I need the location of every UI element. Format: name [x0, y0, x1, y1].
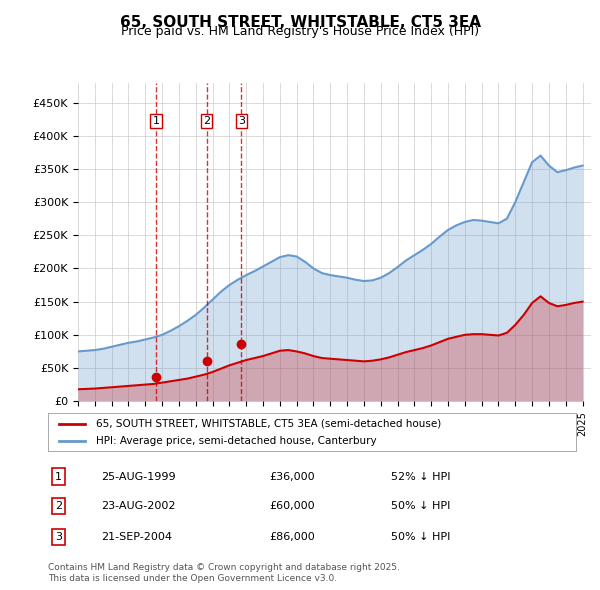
Text: 2: 2 — [203, 116, 210, 126]
Text: 21-SEP-2004: 21-SEP-2004 — [101, 532, 172, 542]
Text: 23-AUG-2002: 23-AUG-2002 — [101, 501, 175, 511]
Text: 65, SOUTH STREET, WHITSTABLE, CT5 3EA (semi-detached house): 65, SOUTH STREET, WHITSTABLE, CT5 3EA (s… — [95, 419, 441, 429]
Text: HPI: Average price, semi-detached house, Canterbury: HPI: Average price, semi-detached house,… — [95, 435, 376, 445]
Text: 1: 1 — [153, 116, 160, 126]
Text: 50% ↓ HPI: 50% ↓ HPI — [391, 501, 451, 511]
Text: Contains HM Land Registry data © Crown copyright and database right 2025.
This d: Contains HM Land Registry data © Crown c… — [48, 563, 400, 583]
Text: £86,000: £86,000 — [270, 532, 316, 542]
Text: 52% ↓ HPI: 52% ↓ HPI — [391, 472, 451, 481]
Text: 25-AUG-1999: 25-AUG-1999 — [101, 472, 175, 481]
Text: 3: 3 — [238, 116, 245, 126]
Text: 65, SOUTH STREET, WHITSTABLE, CT5 3EA: 65, SOUTH STREET, WHITSTABLE, CT5 3EA — [119, 15, 481, 30]
Text: 3: 3 — [55, 532, 62, 542]
Text: £60,000: £60,000 — [270, 501, 316, 511]
Text: 50% ↓ HPI: 50% ↓ HPI — [391, 532, 451, 542]
Text: Price paid vs. HM Land Registry's House Price Index (HPI): Price paid vs. HM Land Registry's House … — [121, 25, 479, 38]
Text: 2: 2 — [55, 501, 62, 511]
Text: £36,000: £36,000 — [270, 472, 316, 481]
Text: 1: 1 — [55, 472, 62, 481]
